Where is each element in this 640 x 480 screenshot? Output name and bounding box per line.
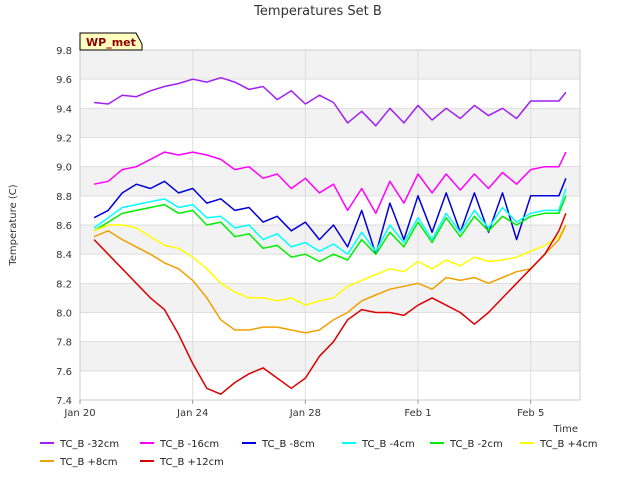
y-tick-label: 9.4	[56, 104, 72, 115]
y-tick-label: 9.6	[56, 75, 72, 86]
series-line-tcb-8cm	[93, 178, 567, 255]
x-tick-label: Jan 24	[176, 408, 208, 419]
series-line-tcb-2cm	[93, 195, 567, 263]
y-axis: 7.4 7.6 7.8 8.0 8.2 8.4 8.6 8.8 9.0 9.2 9.4 9.6 9.8	[56, 46, 72, 407]
grid-lines	[79, 49, 580, 401]
y-tick-label: 8.0	[56, 309, 72, 320]
x-tick-label: Jan 28	[289, 408, 321, 419]
plot-frame	[79, 49, 581, 401]
y-tick-label: 9.8	[56, 46, 72, 57]
y-tick-label: 8.4	[56, 250, 72, 261]
wp-met-badge: WP_met	[79, 32, 143, 51]
plot-band	[80, 370, 580, 400]
x-tick-label: Feb 1	[404, 408, 431, 419]
series-line-tcb-32cm	[94, 76, 567, 127]
legend-label: TC_B -8cm	[261, 439, 315, 450]
y-tick-label: 8.8	[56, 192, 72, 203]
y-tick-label: 7.8	[56, 338, 72, 349]
plot-band	[80, 312, 580, 342]
legend: TC_B -32cm TC_B -16cm TC_B -8cm TC_B -4cm TC…	[40, 439, 598, 468]
legend-label: TC_B +4cm	[539, 439, 598, 450]
plot-band	[80, 254, 580, 284]
plot-band	[80, 166, 580, 196]
x-tick-label: Feb 5	[517, 408, 544, 419]
legend-label: TC_B -2cm	[449, 439, 503, 450]
plot-band	[80, 137, 580, 167]
y-tick-label: 8.2	[56, 279, 72, 290]
plot-band	[80, 225, 580, 255]
series-lines	[93, 76, 567, 395]
series-line-tcb+4cm	[93, 224, 567, 306]
y-tick-label: 7.6	[56, 367, 72, 378]
series-line-tcb+12cm	[93, 213, 567, 395]
series-line-tcb-4cm	[93, 188, 567, 255]
plot-band	[80, 50, 580, 80]
y-tick-label: 9.2	[56, 134, 72, 145]
chart-title: Temperatures Set B	[253, 4, 382, 19]
badge-label: WP_met	[86, 36, 136, 49]
plot-band	[80, 79, 580, 109]
legend-label: TC_B +8cm	[59, 457, 118, 468]
legend-label: TC_B +12cm	[159, 457, 224, 468]
y-axis-label: Temperature (C)	[8, 184, 19, 266]
legend-label: TC_B -4cm	[361, 439, 415, 450]
plot-band	[80, 341, 580, 371]
y-tick-label: 9.0	[56, 163, 72, 174]
badge-box	[79, 32, 143, 51]
x-axis-label: Time	[553, 424, 578, 435]
series-line-tcb+8cm	[93, 224, 567, 334]
y-tick-label: 8.6	[56, 221, 72, 232]
legend-label: TC_B -16cm	[159, 439, 219, 450]
legend-label: TC_B -32cm	[59, 439, 119, 450]
plot-band	[80, 108, 580, 138]
series-line-tcb-16cm	[93, 151, 567, 215]
x-tick-label: Jan 20	[63, 408, 95, 419]
x-axis: Jan 20 Jan 24 Jan 28 Feb 1 Feb 5	[63, 400, 544, 419]
y-tick-label: 7.4	[56, 396, 72, 407]
